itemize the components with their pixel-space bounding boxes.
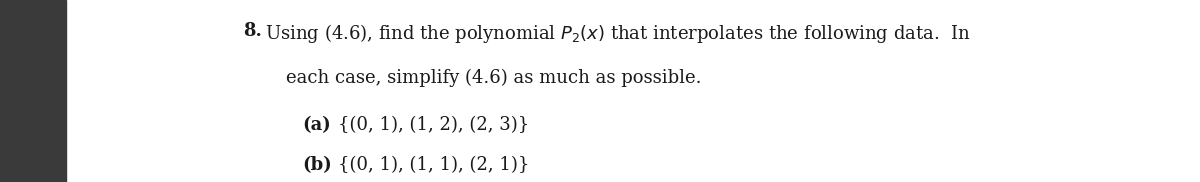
Text: {(0, 1), (1, 1), (2, 1)}: {(0, 1), (1, 1), (2, 1)} [338,157,529,175]
Text: each case, simplify (4.6) as much as possible.: each case, simplify (4.6) as much as pos… [286,69,701,87]
Bar [0,0,66,182]
Text: 8.: 8. [242,22,262,40]
Text: Using (4.6), find the polynomial $P_2(x)$ that interpolates the following data. : Using (4.6), find the polynomial $P_2(x)… [265,22,971,45]
Text: (a): (a) [302,116,331,134]
Text: (b): (b) [302,157,332,175]
Text: {(0, 1), (1, 2), (2, 3)}: {(0, 1), (1, 2), (2, 3)} [338,116,529,134]
